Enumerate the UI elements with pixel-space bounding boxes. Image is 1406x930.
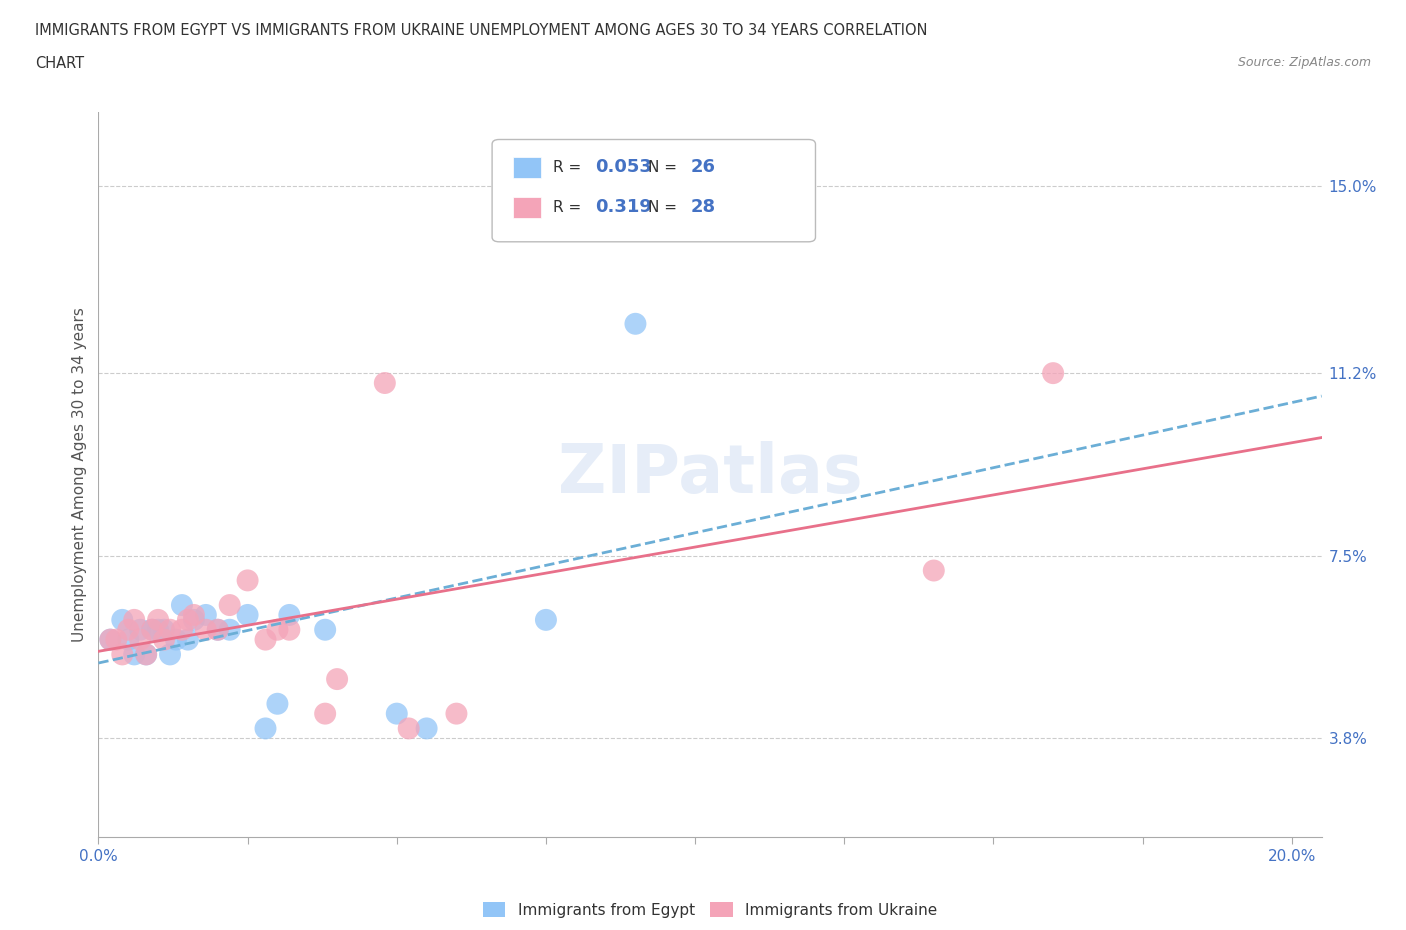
Text: CHART: CHART [35, 56, 84, 71]
Point [129, 622, 152, 637]
Point [446, 706, 468, 721]
Point [254, 721, 277, 736]
Text: ZIPatlas: ZIPatlas [558, 442, 862, 507]
Point [170, 598, 193, 613]
Point [266, 622, 288, 637]
Point [177, 613, 200, 628]
Point [159, 622, 181, 637]
Point [135, 647, 157, 662]
Text: 26: 26 [690, 158, 716, 177]
Y-axis label: Unemployment Among Ages 30 to 34 years: Unemployment Among Ages 30 to 34 years [72, 307, 87, 642]
Point [385, 706, 408, 721]
Point [177, 632, 200, 647]
Text: N =: N = [648, 160, 682, 175]
Point [398, 721, 420, 736]
Point [207, 622, 229, 637]
Point [98, 632, 121, 647]
Point [374, 376, 396, 391]
Point [146, 622, 169, 637]
Point [122, 647, 145, 662]
Point [922, 563, 945, 578]
Point [129, 632, 152, 647]
Text: R =: R = [553, 200, 586, 215]
Point [534, 613, 557, 628]
Point [415, 721, 437, 736]
Point [170, 622, 193, 637]
Point [266, 697, 288, 711]
Text: N =: N = [648, 200, 682, 215]
Point [146, 613, 169, 628]
Text: 0.319: 0.319 [595, 198, 651, 217]
Point [278, 622, 301, 637]
Point [183, 607, 205, 622]
Point [314, 622, 336, 637]
Point [326, 671, 349, 686]
Point [153, 622, 176, 637]
Point [254, 632, 277, 647]
Point [153, 632, 176, 647]
Point [314, 706, 336, 721]
Point [135, 647, 157, 662]
Point [141, 622, 163, 637]
Text: 28: 28 [690, 198, 716, 217]
Point [278, 607, 301, 622]
Point [194, 607, 217, 622]
Point [117, 632, 139, 647]
Legend: Immigrants from Egypt, Immigrants from Ukraine: Immigrants from Egypt, Immigrants from U… [477, 896, 943, 923]
Point [236, 607, 259, 622]
Text: R =: R = [553, 160, 586, 175]
Text: 0.053: 0.053 [595, 158, 651, 177]
Point [105, 632, 128, 647]
Point [111, 613, 134, 628]
Text: Source: ZipAtlas.com: Source: ZipAtlas.com [1237, 56, 1371, 69]
Point [122, 613, 145, 628]
Point [159, 647, 181, 662]
Point [236, 573, 259, 588]
Point [624, 316, 647, 331]
Point [218, 598, 240, 613]
Point [218, 622, 240, 637]
Point [117, 622, 139, 637]
Point [207, 622, 229, 637]
Point [1042, 365, 1064, 380]
Point [165, 632, 187, 647]
Point [141, 622, 163, 637]
Point [98, 632, 121, 647]
Text: IMMIGRANTS FROM EGYPT VS IMMIGRANTS FROM UKRAINE UNEMPLOYMENT AMONG AGES 30 TO 3: IMMIGRANTS FROM EGYPT VS IMMIGRANTS FROM… [35, 23, 928, 38]
Point [111, 647, 134, 662]
Point [194, 622, 217, 637]
Point [183, 613, 205, 628]
